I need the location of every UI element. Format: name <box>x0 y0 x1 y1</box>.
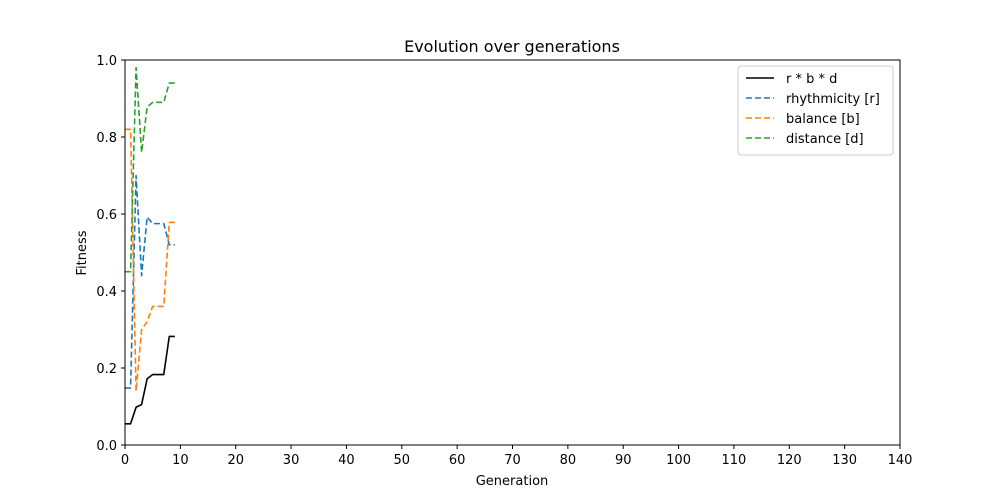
y-axis-label: Fitness <box>75 230 90 275</box>
series-line-3 <box>125 66 175 273</box>
x-axis-label: Generation <box>476 474 549 489</box>
x-tick-label: 100 <box>666 453 691 468</box>
y-tick-label: 0.2 <box>96 362 117 377</box>
x-tick-label: 80 <box>560 453 577 468</box>
chart-title: Evolution over generations <box>404 37 620 56</box>
x-tick-label: 40 <box>338 453 355 468</box>
x-tick-label: 90 <box>615 453 632 468</box>
series-line-0 <box>125 335 175 425</box>
x-tick-label: 140 <box>888 453 913 468</box>
x-tick-label: 0 <box>121 453 129 468</box>
legend: r * b * d rhythmicity [r] balance [b] dista… <box>737 65 894 156</box>
legend-label-3: distance [d] <box>786 132 864 147</box>
x-tick-label: 120 <box>777 453 802 468</box>
legend-label-2: balance [b] <box>786 112 860 127</box>
x-tick-label: 50 <box>394 453 411 468</box>
y-tick-label: 0.8 <box>96 131 117 146</box>
y-tick-label: 0.0 <box>96 439 117 454</box>
series-line-2 <box>125 128 175 392</box>
x-tick-label: 130 <box>832 453 857 468</box>
x-tick-label: 10 <box>172 453 189 468</box>
legend-label-0: r * b * d <box>786 72 837 87</box>
y-axis: 0.0 0.2 0.4 0.6 0.8 1.0 <box>96 54 125 454</box>
x-axis: 0 10 20 30 40 50 60 70 80 90 100 110 120 130 140 <box>121 445 913 468</box>
x-tick-label: 110 <box>722 453 747 468</box>
x-tick-label: 70 <box>504 453 521 468</box>
legend-label-1: rhythmicity [r] <box>786 92 880 107</box>
y-tick-label: 1.0 <box>96 54 117 69</box>
y-tick-label: 0.4 <box>96 285 117 300</box>
x-tick-label: 20 <box>227 453 244 468</box>
x-tick-label: 30 <box>283 453 300 468</box>
x-tick-label: 60 <box>449 453 466 468</box>
y-tick-label: 0.6 <box>96 208 117 223</box>
legend-box <box>737 65 894 156</box>
